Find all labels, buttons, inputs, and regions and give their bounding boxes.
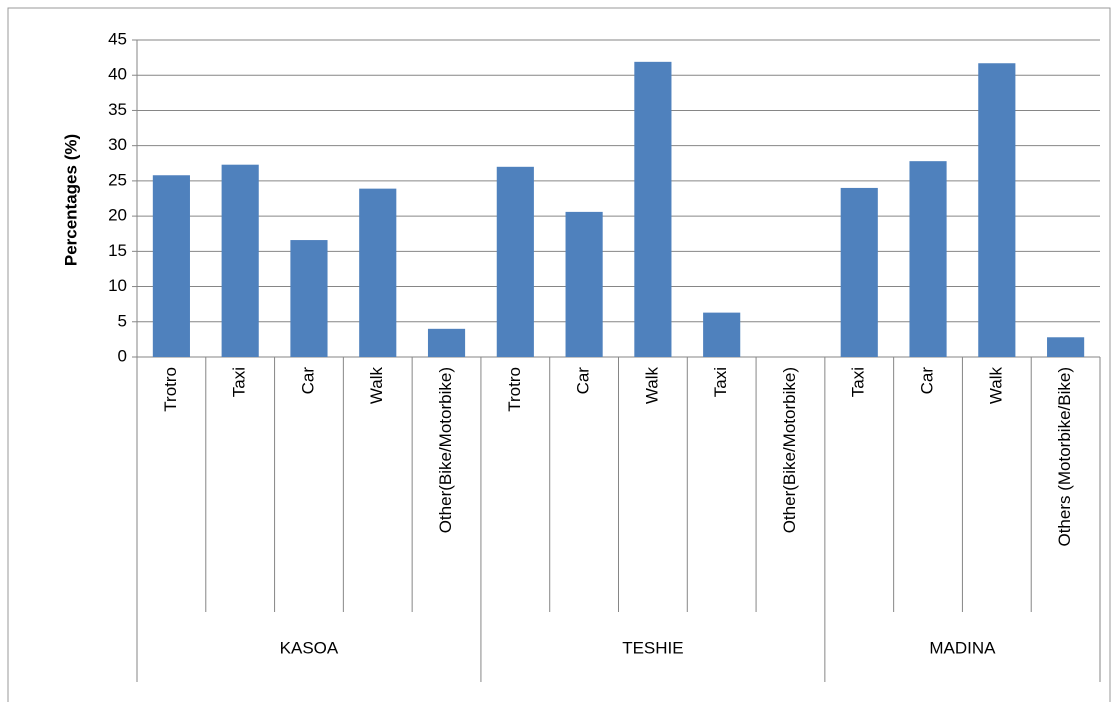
bar <box>978 63 1016 357</box>
group-label: MADINA <box>929 638 996 657</box>
bar <box>290 240 328 357</box>
x-tick-label: Walk <box>367 367 386 405</box>
y-tick-label: 15 <box>108 241 127 260</box>
x-tick-label: Other(Bike/Motorbike) <box>780 367 799 533</box>
bar <box>427 328 466 357</box>
bar <box>359 188 397 357</box>
y-axis-label: Percentages (%) <box>61 134 80 266</box>
x-tick-label: Taxi <box>711 367 730 397</box>
bar <box>221 164 259 357</box>
bar <box>703 312 741 357</box>
bar <box>496 166 534 357</box>
group-label: TESHIE <box>622 638 683 657</box>
x-tick-label: Taxi <box>230 367 249 397</box>
x-tick-label: Trotro <box>161 367 180 412</box>
bar <box>840 187 878 357</box>
y-tick-label: 20 <box>108 206 127 225</box>
y-tick-label: 0 <box>118 346 127 365</box>
bar <box>152 175 190 357</box>
y-tick-label: 5 <box>118 311 127 330</box>
x-tick-label: Taxi <box>849 367 868 397</box>
bar <box>634 61 672 358</box>
y-tick-label: 25 <box>108 170 127 189</box>
x-tick-label: Car <box>918 367 937 395</box>
bar <box>909 161 947 357</box>
x-tick-label: Car <box>298 367 317 395</box>
x-tick-label: Others (Motorbike/Bike) <box>1055 367 1074 547</box>
x-tick-label: Trotro <box>505 367 524 412</box>
x-tick-label: Other(Bike/Motorbike) <box>436 367 455 533</box>
y-tick-label: 40 <box>108 65 127 84</box>
bar <box>1047 337 1085 357</box>
x-tick-label: Walk <box>642 367 661 405</box>
chart-frame <box>7 7 1111 702</box>
y-tick-label: 10 <box>108 276 127 295</box>
bar <box>565 211 603 357</box>
y-tick-label: 45 <box>108 29 127 48</box>
group-label: KASOA <box>280 638 339 657</box>
y-tick-label: 35 <box>108 100 127 119</box>
y-tick-label: 30 <box>108 135 127 154</box>
x-tick-label: Walk <box>986 367 1005 405</box>
x-tick-label: Car <box>574 367 593 395</box>
